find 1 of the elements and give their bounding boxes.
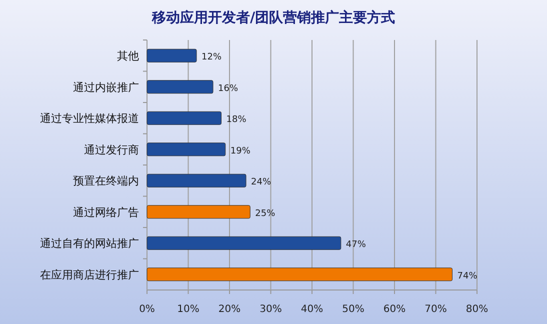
title: 移动应用开发者/团队营销推广主要方式	[152, 10, 396, 26]
